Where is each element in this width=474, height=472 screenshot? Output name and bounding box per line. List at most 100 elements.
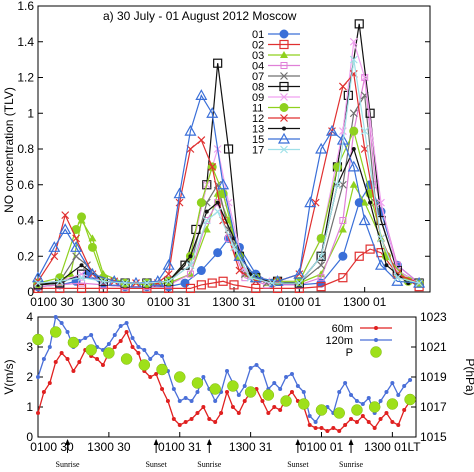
series-120m-point [343,381,348,385]
series-60m-point [278,408,283,412]
series-P-point [298,398,310,410]
series-12-point [235,266,244,275]
sun-annotations: Sunrise Sunset Sunrise Sunset Sunrise [56,439,363,469]
legend-marker-11 [279,103,289,112]
top-y-tick-label: 0.8 [17,142,34,156]
series-P [32,326,416,419]
series-60m-point [112,345,117,349]
series-60m-point [201,405,206,409]
series-120m-point [236,393,241,397]
sun-annotation-arrowhead [348,439,354,445]
series-01-point [196,266,206,276]
series-120m-point [83,336,88,340]
series-13-point [79,263,84,268]
series-08-point [316,251,326,261]
legend-marker-09 [280,93,288,101]
top-y-tick-label: 0.2 [17,249,34,263]
series-120m-point [313,420,318,424]
bottom-y2-axis-label: P(hPa) [463,358,474,395]
series-120m-point [349,393,354,397]
legend-label-08: 08 [252,82,264,94]
series-15-point [48,241,61,252]
series-P-point [174,371,186,383]
series-11-line [37,129,420,284]
legend-label-120m: 120m [325,335,353,347]
top-y-tick-label: 1 [27,106,34,120]
series-13-point [351,147,356,151]
series-60m-point [242,399,247,403]
series-60m-point [331,426,336,430]
series-P-point [386,398,399,410]
series-12-point [175,198,184,207]
legend-background [248,24,308,164]
top-y-tick-label: 1.4 [17,35,34,49]
series-120m-point [148,357,153,361]
series-17-point [349,55,358,64]
series-15-point [108,275,121,286]
series-17-point [121,279,130,287]
series-12-point [164,270,173,279]
top-x-tick-label: 0100 31 [147,295,191,309]
legend-marker-13 [282,126,286,131]
series-01-point [338,251,348,261]
top-y-tick-label: 1.6 [17,0,34,13]
series-120m-point [142,348,147,352]
series-08-point [213,58,223,68]
top-x-tick-label: 0100 30 [30,295,74,309]
legend-background [318,320,398,362]
series-15-line [37,93,420,284]
series-60m-point [154,372,159,376]
series-02-point [185,283,196,294]
legend-marker-02 [279,39,289,50]
series-17-point [202,216,211,225]
series-17-point [142,279,151,287]
bottom-series [32,315,416,433]
series-60m-point [160,387,165,391]
series-13-point [215,200,220,205]
series-60m-point [307,423,312,427]
series-60m-point [100,363,105,367]
series-120m-point [248,366,253,370]
legend-label-15: 15 [252,134,264,146]
top-series [31,19,426,294]
series-02-point [76,283,87,294]
series-120m-point [130,336,135,340]
series-120m-point [307,414,312,418]
series-15-point [184,124,197,136]
series-02-point [196,280,206,290]
top-x-tick-label: 1300 31 [212,295,256,309]
series-02 [33,244,424,294]
series-60m-point [319,426,324,430]
legend-label-P: P [346,347,353,359]
series-04-point [78,279,86,287]
series-120m-point [378,399,383,403]
series-07-point [349,109,358,118]
series-P-point [404,393,416,406]
series-11-point [349,126,359,136]
series-17-point [360,127,369,136]
legend-label-12: 12 [252,113,264,125]
series-15-point [325,124,339,136]
series-120m-point [408,378,413,382]
series-17-point [246,273,255,282]
series-120m-point [195,390,200,394]
series-60m-point [124,330,129,334]
series-02-point [229,280,239,290]
series-120m-point [59,321,64,325]
series-120m-point [112,333,117,337]
series-P-point [227,380,239,392]
series-120m-point [402,384,407,388]
series-60m-point [148,375,153,379]
series-60m-point [219,411,224,415]
series-60m-point [213,420,218,424]
legend-label-07: 07 [252,71,264,83]
series-01-point [213,248,223,258]
top-y-tick-label: 0.6 [17,178,34,192]
series-P-point [156,363,168,376]
series-120m-point [254,363,259,367]
series-60m-point [136,351,141,355]
series-12-point [208,162,217,171]
bottom-x-ticks: 0100 30 1300 30 0100 31 1300 31 0100 01 1300 … [30,432,421,454]
series-120m-line [37,315,411,424]
